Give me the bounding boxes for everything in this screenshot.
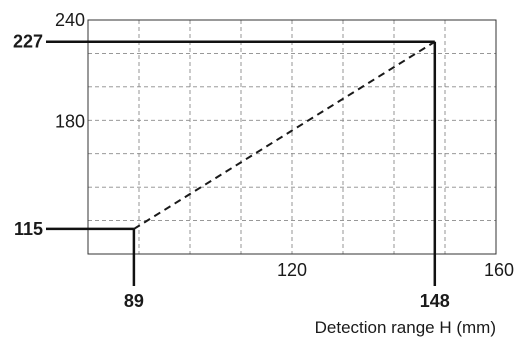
callout-y-label: 115	[14, 219, 43, 239]
grid	[88, 20, 496, 254]
callout-x-label: 148	[420, 291, 450, 311]
x-tick-label: 160	[484, 260, 514, 280]
series-layer	[133, 40, 436, 230]
y-tick-label: 180	[55, 111, 85, 131]
callout-x-label: 89	[124, 291, 144, 311]
callout-y-label: 227	[13, 32, 43, 52]
y-tick-label: 240	[55, 10, 85, 30]
plot-frame	[87, 19, 497, 255]
tick-labels: 120 160 180 240	[55, 10, 514, 280]
x-tick-label: 120	[277, 260, 307, 280]
callout-layer: 115 89 227 148	[13, 32, 450, 311]
series-line	[133, 40, 436, 230]
x-axis-title: Detection range H (mm)	[315, 318, 496, 337]
